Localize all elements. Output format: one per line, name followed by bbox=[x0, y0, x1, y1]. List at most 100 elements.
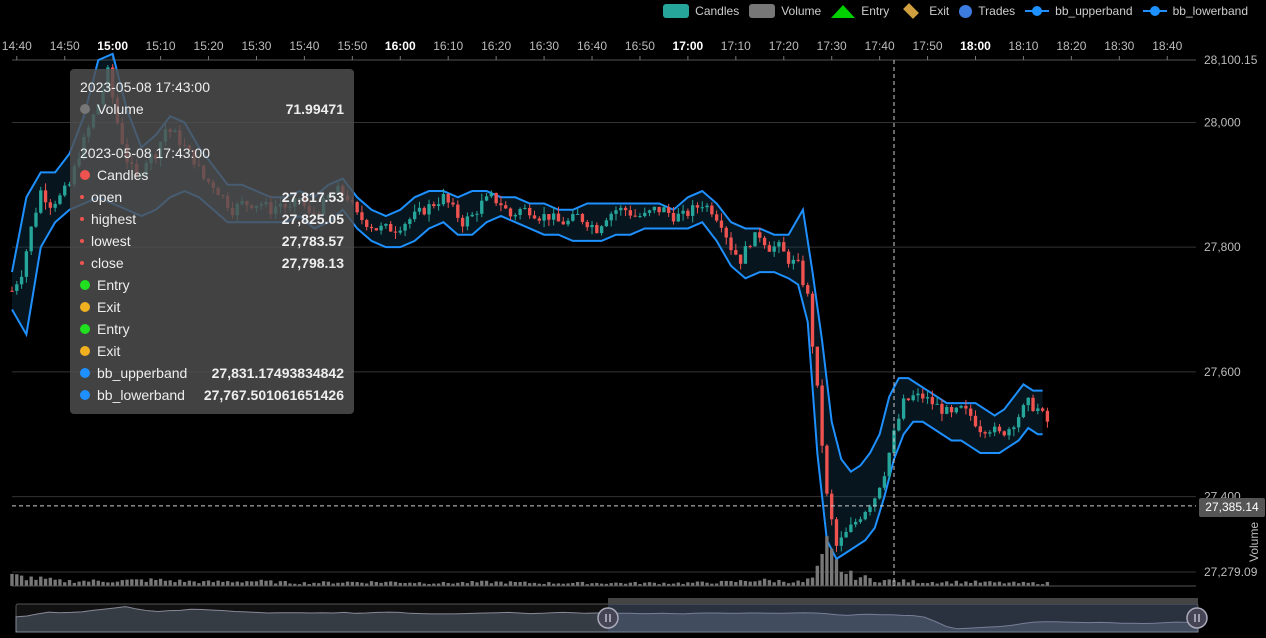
candle-body bbox=[901, 398, 906, 419]
volume-bar bbox=[110, 582, 115, 586]
legend-bb-upper[interactable]: bb_upperband bbox=[1025, 4, 1133, 18]
candle-body bbox=[719, 220, 724, 228]
candle-body bbox=[422, 207, 426, 215]
candle-body bbox=[566, 220, 570, 225]
tooltip-exit-row: Exit bbox=[80, 297, 344, 317]
volume-bar bbox=[230, 582, 235, 586]
legend-entry[interactable]: Entry bbox=[831, 4, 889, 18]
volume-bar bbox=[964, 581, 968, 586]
volume-bar bbox=[1007, 582, 1011, 586]
volume-bar bbox=[398, 582, 402, 586]
volume-bar bbox=[676, 582, 680, 586]
tooltip-time-2: 2023-05-08 17:43:00 bbox=[80, 143, 344, 163]
volume-bar bbox=[504, 583, 508, 586]
volume-bar bbox=[355, 582, 359, 586]
candle-body bbox=[489, 192, 494, 197]
candle-body bbox=[940, 403, 944, 414]
candle-body bbox=[389, 223, 393, 232]
volume-bar bbox=[379, 582, 383, 586]
bb-lower-dot-icon bbox=[80, 390, 90, 400]
slider-handle[interactable] bbox=[597, 607, 619, 629]
tooltip-entry-row: Entry bbox=[80, 319, 344, 339]
tooltip-high-value: 27,825.05 bbox=[281, 211, 344, 227]
candle-body bbox=[436, 204, 441, 207]
volume-bar bbox=[235, 581, 239, 586]
volume-bar bbox=[480, 580, 484, 586]
candle-body bbox=[820, 385, 824, 446]
tooltip-bbl-value: 27,767.501061651426 bbox=[203, 387, 344, 403]
volume-bar bbox=[777, 579, 781, 586]
volume-bar bbox=[19, 575, 24, 586]
x-tick-label: 18:00 bbox=[960, 39, 991, 53]
legend-exit[interactable]: Exit bbox=[899, 3, 949, 19]
tooltip-close-value: 27,798.13 bbox=[281, 255, 344, 271]
candle-body bbox=[384, 223, 388, 226]
candle-body bbox=[729, 237, 733, 251]
candle-body bbox=[499, 203, 503, 206]
candle-body bbox=[1036, 408, 1040, 412]
candle-body bbox=[887, 452, 891, 477]
candle-body bbox=[465, 216, 470, 227]
tooltip-exit-label: Exit bbox=[97, 343, 121, 359]
candle-body bbox=[24, 251, 29, 277]
volume-bar bbox=[360, 582, 364, 586]
volume-bar bbox=[1040, 584, 1045, 586]
volume-bar bbox=[671, 583, 676, 586]
volume-bar bbox=[211, 582, 216, 586]
x-tick-label: 15:50 bbox=[337, 39, 367, 53]
volume-bar bbox=[868, 578, 872, 586]
slider-handle[interactable] bbox=[1186, 607, 1208, 629]
volume-bar bbox=[77, 581, 81, 586]
volume-bar bbox=[959, 583, 963, 586]
candle-body bbox=[911, 395, 915, 401]
candle-body bbox=[882, 476, 887, 488]
volume-bar bbox=[436, 583, 441, 586]
volume-bar bbox=[786, 583, 791, 586]
volume-bar bbox=[427, 583, 431, 586]
volume-bar bbox=[446, 583, 450, 586]
legend-volume-label: Volume bbox=[781, 4, 822, 18]
volume-bar bbox=[916, 583, 920, 586]
exit-diamond-icon bbox=[903, 3, 920, 19]
candle-body bbox=[374, 228, 378, 231]
volume-bar bbox=[604, 583, 609, 586]
legend-candles[interactable]: Candles bbox=[663, 4, 739, 18]
volume-bar bbox=[91, 579, 96, 586]
volume-bar bbox=[422, 583, 426, 586]
candle-body bbox=[738, 254, 743, 264]
candle-body bbox=[705, 205, 709, 208]
volume-bar bbox=[278, 581, 283, 586]
volume-bar bbox=[614, 582, 618, 586]
volume-bar bbox=[599, 583, 604, 586]
volume-bar bbox=[935, 583, 939, 586]
volume-bar bbox=[10, 573, 14, 586]
legend-bb-lower[interactable]: bb_lowerband bbox=[1142, 4, 1248, 18]
legend-trades[interactable]: Trades bbox=[959, 4, 1015, 18]
volume-bar bbox=[623, 583, 628, 586]
candle-body bbox=[758, 232, 762, 238]
legend-volume[interactable]: Volume bbox=[749, 4, 821, 18]
volume-bar bbox=[858, 577, 863, 586]
tooltip-high-label: highest bbox=[91, 211, 137, 227]
volume-bar bbox=[988, 581, 992, 586]
volume-bar bbox=[528, 583, 532, 586]
x-tick-label: 17:30 bbox=[817, 39, 847, 53]
bb-lower-line-icon bbox=[1142, 5, 1167, 17]
volume-bar bbox=[134, 579, 139, 586]
candle-body bbox=[772, 246, 776, 252]
candle-body bbox=[662, 207, 666, 213]
candle-body bbox=[508, 208, 513, 217]
volume-bar bbox=[249, 581, 254, 586]
datazoom-slider[interactable] bbox=[15, 598, 1208, 633]
candle-body bbox=[475, 213, 479, 215]
candle-body bbox=[393, 231, 398, 233]
candle-body bbox=[810, 293, 815, 347]
candle-body bbox=[834, 519, 839, 546]
volume-bar bbox=[695, 581, 700, 586]
volume-bar bbox=[571, 582, 575, 586]
tooltip-entry-label: Entry bbox=[97, 321, 130, 337]
volume-bar bbox=[667, 583, 671, 586]
candle-body bbox=[873, 498, 877, 507]
volume-bar bbox=[921, 582, 925, 586]
volume-bar bbox=[619, 582, 623, 586]
